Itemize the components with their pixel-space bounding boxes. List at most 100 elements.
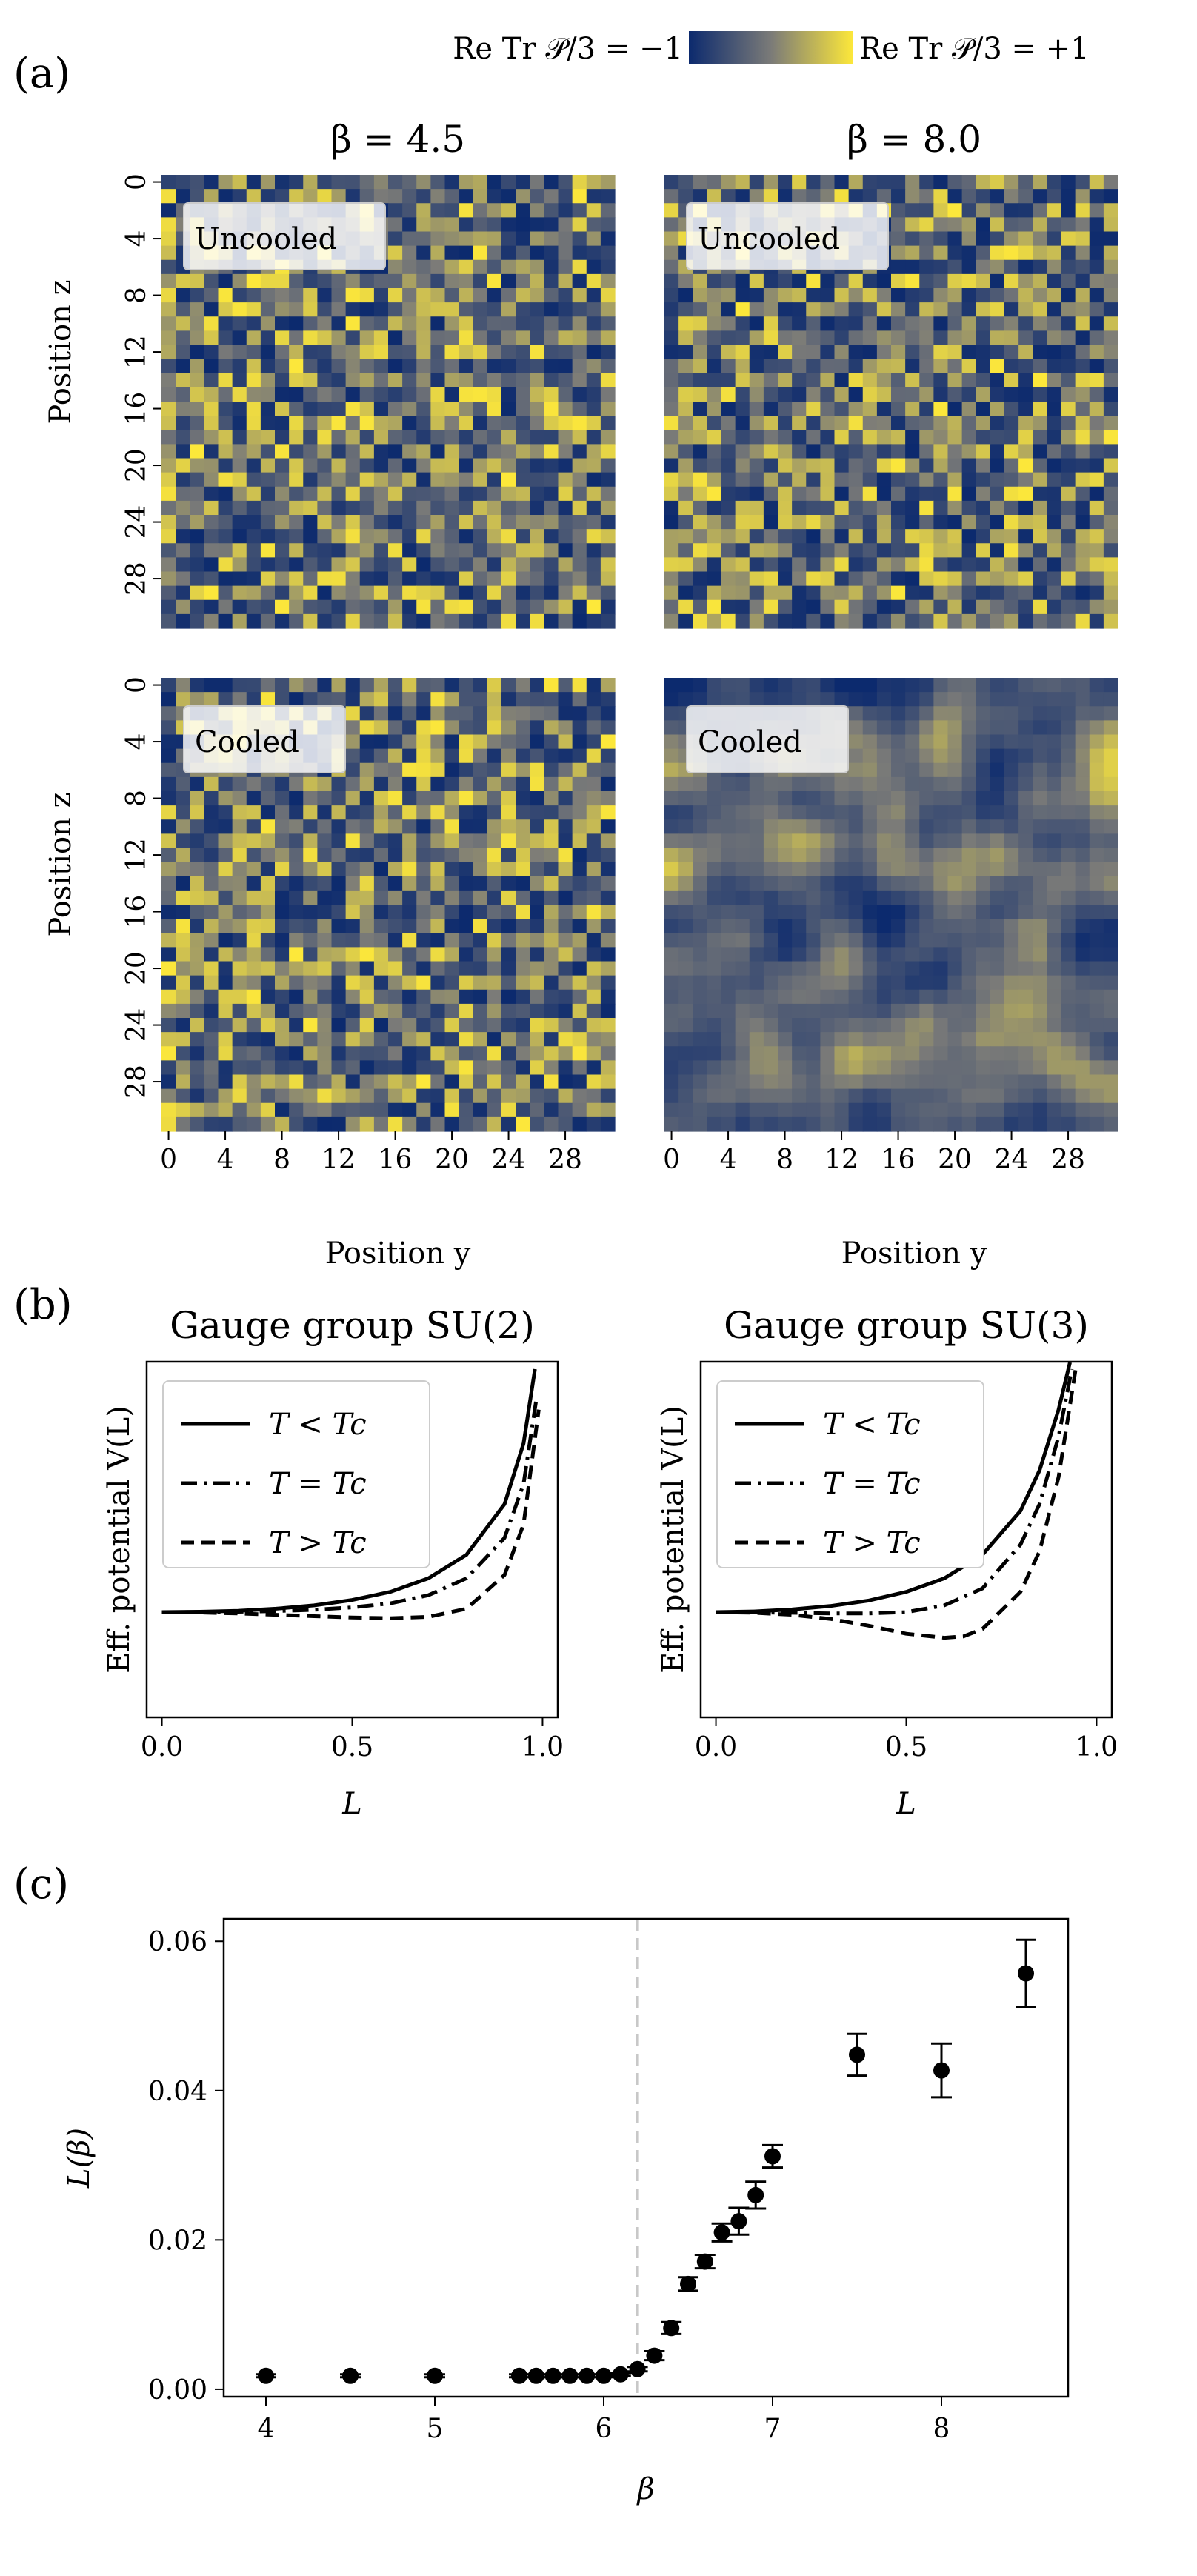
heatmap-cell [905, 359, 920, 374]
heatmap-cell [862, 1046, 878, 1061]
heatmap-cell [763, 302, 778, 317]
heatmap-cell [501, 259, 516, 275]
heatmap-cell [161, 1003, 176, 1019]
heatmap-cell [1089, 720, 1104, 736]
heatmap-cell [947, 515, 963, 530]
heatmap-cell [388, 189, 403, 204]
heatmap-cell [246, 975, 261, 991]
heatmap-cell [763, 585, 778, 601]
heatmap-cell [1033, 919, 1047, 933]
heatmap-cell [459, 791, 474, 806]
heatmap-cell [961, 791, 977, 806]
heatmap-cell [976, 486, 991, 502]
heatmap-cell [572, 1046, 587, 1061]
heatmap-cell [707, 189, 722, 204]
heatmap-cell [402, 316, 417, 331]
heatmap-cell [530, 734, 544, 750]
heatmap-cell [289, 373, 304, 388]
heatmap-cell [190, 1003, 204, 1019]
heatmap-cell [1047, 557, 1062, 573]
heatmap-cell [572, 316, 587, 331]
heatmap-cell [161, 529, 176, 544]
heatmap-cell [331, 791, 347, 806]
heatmap-cell [359, 557, 375, 573]
heatmap-cell [1103, 472, 1118, 487]
heatmap-cell [459, 458, 474, 473]
heatmap-cell [317, 947, 333, 962]
marker [511, 2367, 527, 2384]
heatmap-cell [289, 848, 304, 863]
heatmap-cell [1004, 848, 1019, 863]
heatmap-cell [933, 933, 949, 948]
heatmap-cell [905, 989, 920, 1005]
heatmap-cell [876, 316, 892, 331]
heatmap-cell [289, 833, 304, 849]
heatmap-cell [990, 430, 1005, 445]
heatmap-cell [1018, 1116, 1033, 1132]
heatmap-cell [1004, 613, 1019, 629]
heatmap-cell [516, 890, 530, 905]
heatmap-cell [834, 890, 850, 905]
heatmap-cell [501, 585, 516, 601]
heatmap-cell [204, 1088, 219, 1104]
heatmap-cell [1018, 1032, 1033, 1047]
heatmap-cell [820, 486, 836, 502]
heatmap-cell [1075, 486, 1090, 502]
heatmap-cell [161, 273, 176, 289]
heatmap-cell [820, 1060, 836, 1076]
heatmap-cell [1004, 571, 1019, 587]
heatmap-cell [289, 989, 304, 1005]
heatmap-cell [848, 316, 864, 331]
heatmap-cell [289, 402, 304, 416]
heatmap-cell [600, 613, 616, 629]
heatmap-cell [232, 862, 247, 877]
heatmap-cell [876, 416, 892, 430]
heatmap-cell [176, 1074, 190, 1090]
heatmap-cell [1089, 387, 1104, 402]
heatmap-cell [834, 189, 850, 204]
heatmap-cell [487, 1074, 502, 1090]
heatmap-cell [933, 316, 949, 331]
heatmap-cell [572, 975, 587, 991]
heatmap-cell [303, 500, 318, 516]
heatmap-cell [260, 416, 276, 430]
heatmap-cell [459, 848, 474, 863]
heatmap-cell [678, 905, 693, 919]
heatmap-cell [664, 302, 679, 317]
heatmap-cell [246, 919, 261, 933]
heatmap-cell [707, 890, 722, 905]
heatmap-cell [707, 345, 722, 360]
heatmap-cell [544, 373, 559, 388]
heatmap-cell [1061, 387, 1076, 402]
heatmap-cell [402, 529, 417, 544]
heatmap-cell [1018, 1003, 1033, 1019]
heatmap-cell [905, 500, 920, 516]
heatmap-cell [572, 515, 587, 530]
heatmap-cell [862, 613, 878, 629]
heatmap-cell [792, 302, 807, 317]
heatmap-cell [487, 599, 502, 615]
heatmap-cell [600, 316, 616, 331]
heatmap-cell [1033, 500, 1047, 516]
heatmap-cell [990, 720, 1005, 736]
heatmap-cell [303, 273, 318, 289]
heatmap-cell [721, 989, 736, 1005]
heatmap-cell [459, 585, 474, 601]
heatmap-cell [246, 416, 261, 430]
heatmap-cell [289, 933, 304, 948]
heatmap-cell [516, 557, 530, 573]
heatmap-cell [1004, 189, 1019, 204]
heatmap-cell [678, 402, 693, 416]
heatmap-cell [473, 387, 488, 402]
heatmap-cell [473, 1088, 488, 1104]
heatmap-cell [558, 876, 573, 891]
heatmap-cell [289, 1018, 304, 1033]
heatmap-cell [1047, 1003, 1062, 1019]
heatmap-cell [430, 975, 446, 991]
heatmap-cell [806, 515, 821, 530]
heatmap-cell [544, 543, 559, 558]
heatmap-cell [459, 989, 474, 1005]
potential-xtick-label: 0.5 [331, 1732, 373, 1763]
heatmap-cell [1033, 1060, 1047, 1076]
heatmap-cell [664, 500, 679, 516]
